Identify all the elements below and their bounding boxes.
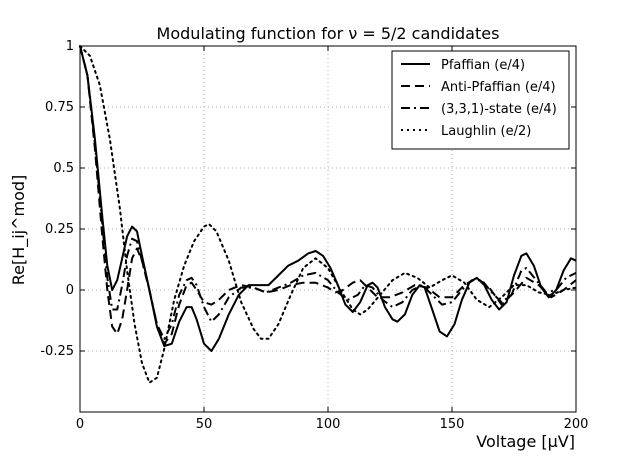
- legend-frame: [391, 50, 570, 150]
- x-tick-label: 100: [316, 417, 341, 432]
- x-tick-label: 50: [196, 417, 213, 432]
- y-tick-label: 0.75: [45, 100, 74, 115]
- legend-label: Pfaffian (e/4): [441, 58, 525, 73]
- x-axis-label: Voltage [μV]: [476, 432, 575, 451]
- legend: Pfaffian (e/4) Anti-Pfaffian (e/4) (3,3,1)…: [391, 50, 570, 150]
- series-line-1: [79, 45, 577, 345]
- x-tick-label: 150: [440, 417, 465, 432]
- series-line-2: [79, 45, 577, 340]
- legend-label: Anti-Pfaffian (e/4): [441, 80, 556, 95]
- y-tick-label: 0: [66, 283, 74, 298]
- x-tick-label: 200: [564, 417, 589, 432]
- grid-lines: [80, 46, 576, 412]
- y-tick-label: 0.25: [45, 222, 74, 237]
- y-tick-label: 1: [66, 39, 74, 54]
- legend-label: (3,3,1)-state (e/4): [441, 102, 557, 117]
- axis-ticks: 0 50 100 150 200 1 0.75 0.5 0.25 0 -0.25: [40, 39, 588, 432]
- series-line-3: [79, 45, 577, 384]
- chart-title: Modulating function for ν = 5/2 candidat…: [157, 24, 500, 43]
- series-lines: [79, 45, 577, 384]
- y-tick-label: 0.5: [53, 161, 74, 176]
- y-axis-label: Re[H_ij^mod]: [9, 175, 29, 286]
- x-tick-label: 0: [76, 417, 84, 432]
- legend-label: Laughlin (e/2): [441, 124, 531, 139]
- y-tick-label: -0.25: [40, 344, 74, 359]
